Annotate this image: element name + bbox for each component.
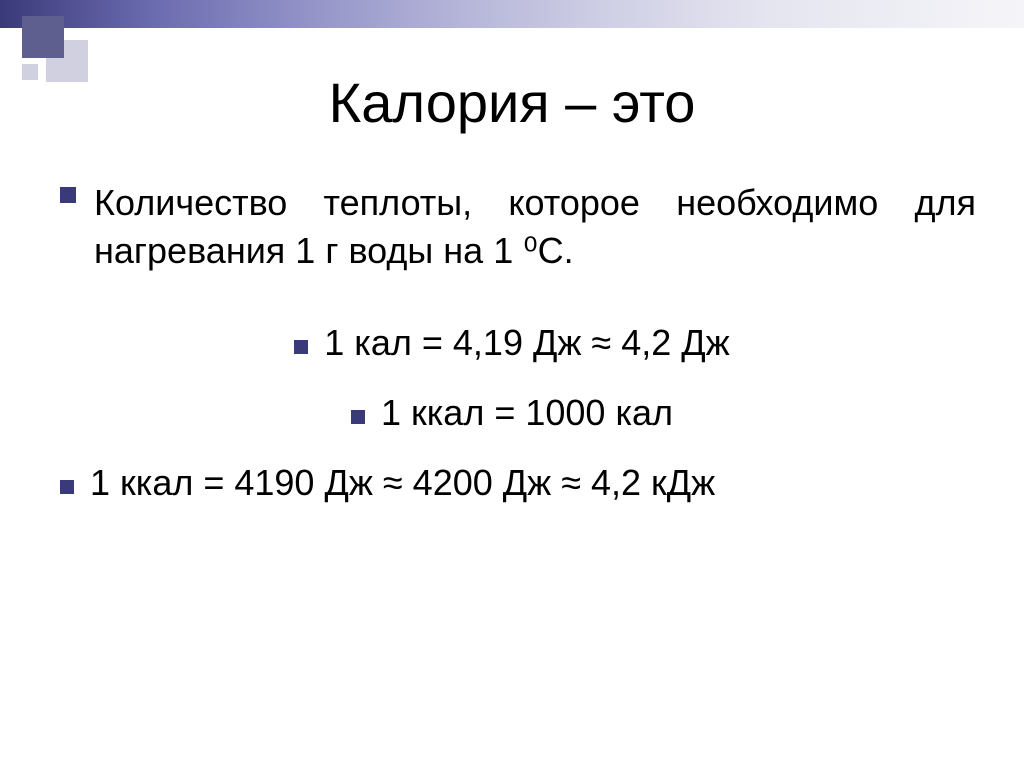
- definition-block: Количество теплоты, которое необходимо д…: [48, 179, 976, 274]
- definition-text: Количество теплоты, которое необходимо д…: [94, 179, 976, 274]
- formula-line-3: 1 ккал = 4190 Дж ≈ 4200 Дж ≈ 4,2 кДж: [48, 462, 976, 504]
- formula-line-1: 1 кал = 4,19 Дж ≈ 4,2 Дж: [48, 322, 976, 364]
- slide-title: Калория – это: [48, 70, 976, 135]
- formula-text-3: 1 ккал = 4190 Дж ≈ 4200 Дж ≈ 4,2 кДж: [90, 462, 715, 504]
- header-gradient-bar: [0, 0, 1024, 28]
- slide-content: Калория – это Количество теплоты, которо…: [0, 70, 1024, 504]
- bullet-icon: [351, 410, 365, 424]
- formula-line-2: 1 ккал = 1000 кал: [48, 392, 976, 434]
- formula-text-2: 1 ккал = 1000 кал: [381, 392, 673, 434]
- bullet-icon: [60, 187, 76, 203]
- bullet-icon: [60, 480, 74, 494]
- formula-text-1: 1 кал = 4,19 Дж ≈ 4,2 Дж: [324, 322, 729, 364]
- bullet-icon: [294, 340, 308, 354]
- deco-square-dark: [22, 16, 64, 58]
